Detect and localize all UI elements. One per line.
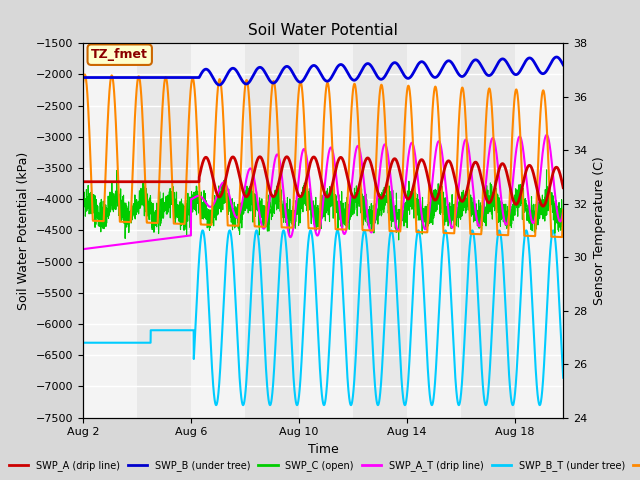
Bar — [245, 43, 299, 418]
X-axis label: Time: Time — [308, 443, 339, 456]
Y-axis label: Soil Water Potential (kPa): Soil Water Potential (kPa) — [17, 151, 31, 310]
Bar — [299, 43, 353, 418]
Bar — [461, 43, 515, 418]
Text: TZ_fmet: TZ_fmet — [92, 48, 148, 61]
Bar — [515, 43, 568, 418]
Bar — [407, 43, 461, 418]
Bar — [137, 43, 191, 418]
Y-axis label: Sensor Temperature (C): Sensor Temperature (C) — [593, 156, 605, 305]
Bar — [191, 43, 245, 418]
Legend: SWP_A (drip line), SWP_B (under tree), SWP_C (open), SWP_A_T (drip line), SWP_B_: SWP_A (drip line), SWP_B (under tree), S… — [5, 456, 640, 475]
Bar — [83, 43, 137, 418]
Title: Soil Water Potential: Soil Water Potential — [248, 23, 398, 38]
Bar — [353, 43, 407, 418]
